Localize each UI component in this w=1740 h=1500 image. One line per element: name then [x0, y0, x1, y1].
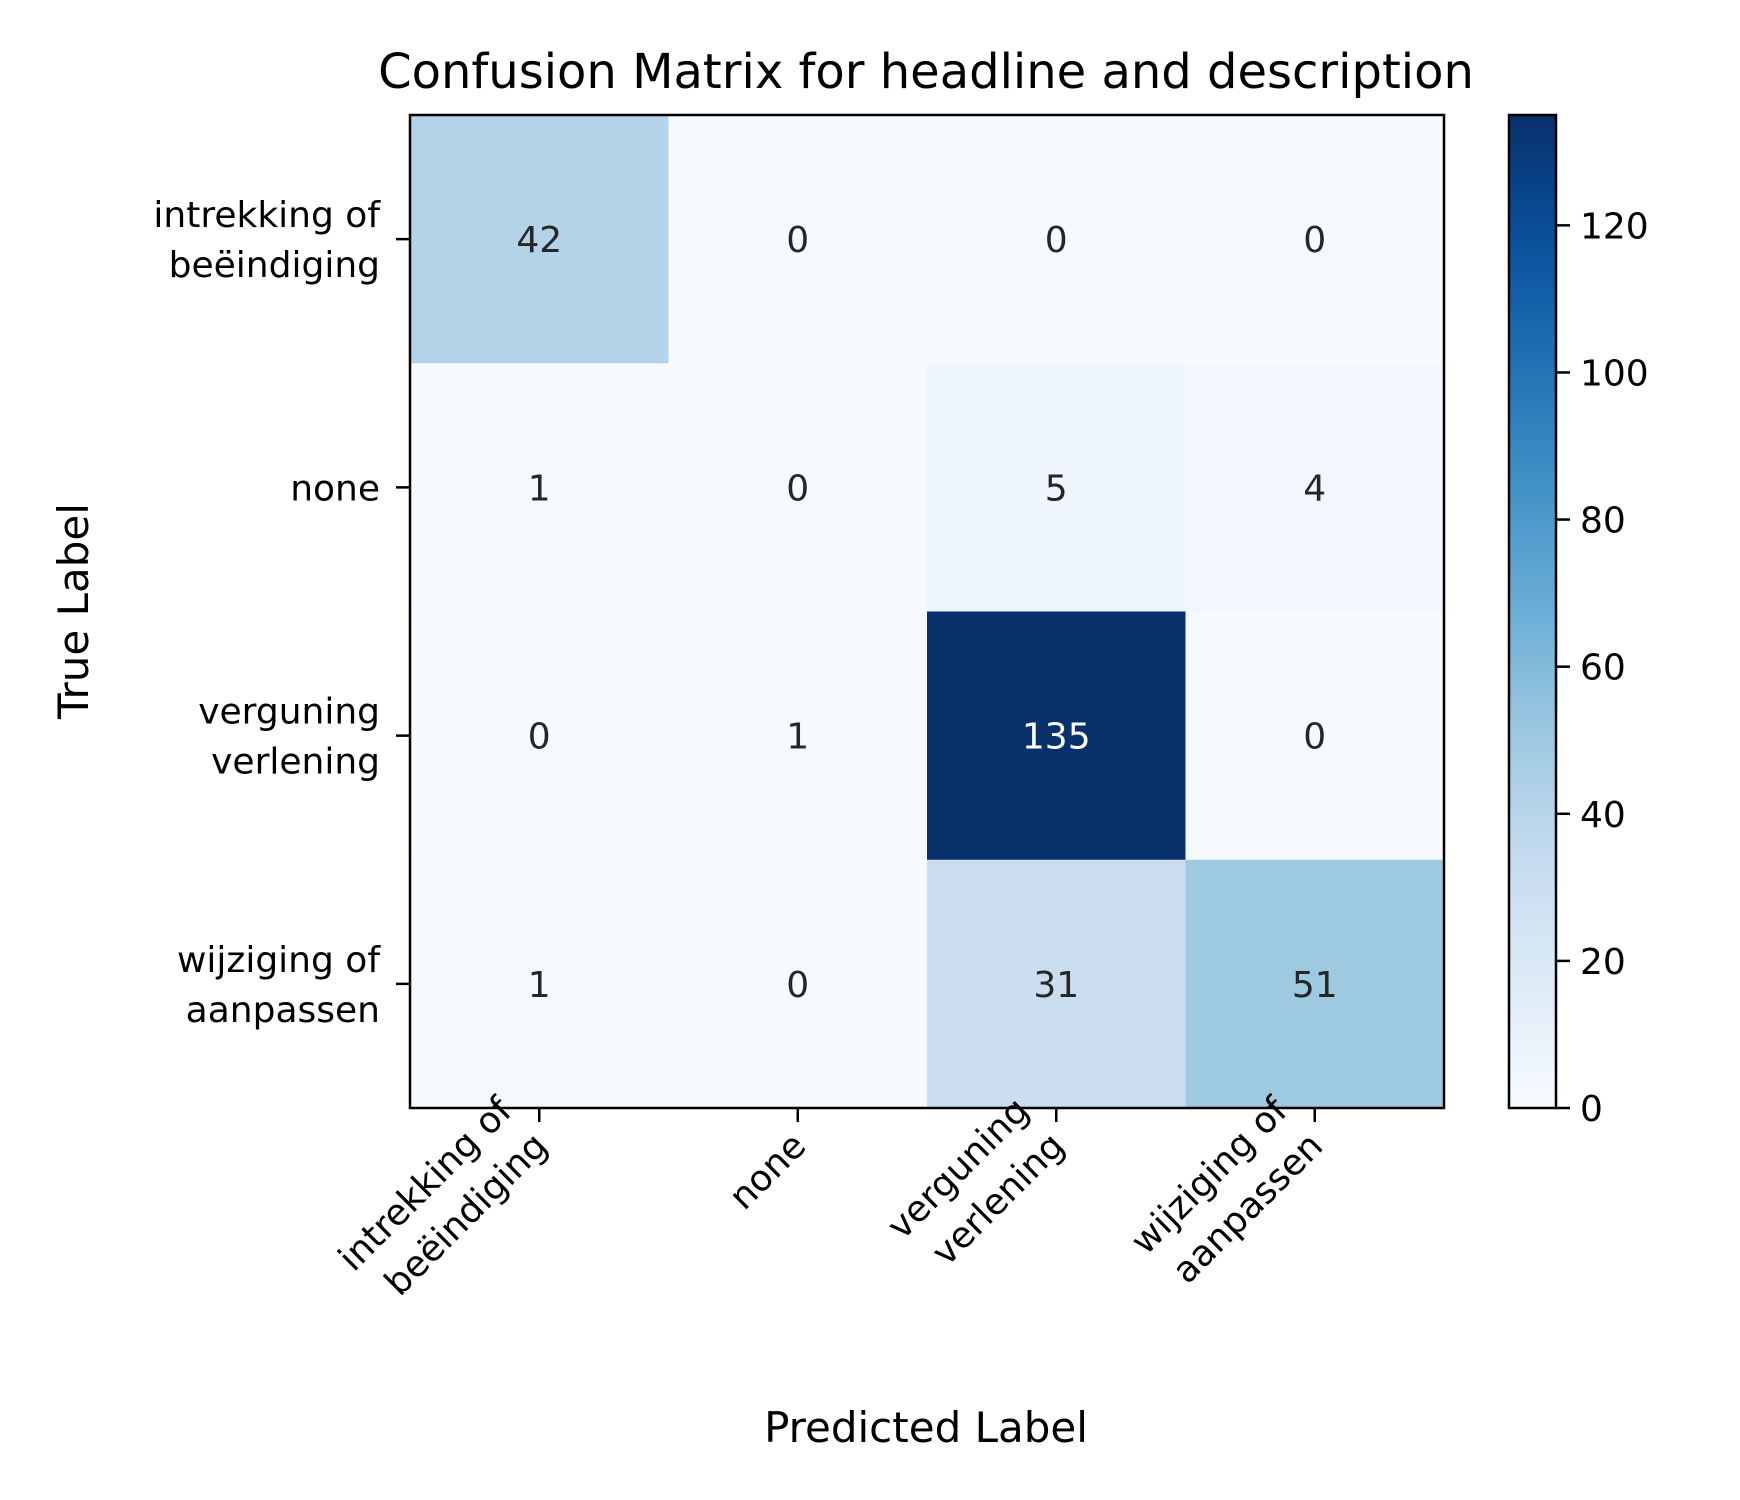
matrix-cell	[410, 611, 669, 861]
cell-value-label: 0	[528, 717, 551, 758]
cell-value-label: 0	[786, 965, 809, 1006]
matrix-cell	[668, 363, 928, 612]
matrix-cell	[410, 859, 669, 1109]
colorbar-tick-label: 60	[1580, 648, 1626, 689]
y-tick-label: wijziging of	[177, 940, 381, 981]
y-tick-label: verguning	[198, 692, 380, 733]
colorbar-tick-label: 80	[1580, 501, 1626, 542]
matrix-cell	[1185, 859, 1445, 1109]
y-axis-label: True Label	[49, 503, 98, 720]
colorbar-tick-label: 20	[1580, 942, 1626, 983]
matrix-cell	[668, 859, 928, 1109]
colorbar-tick-label: 100	[1580, 353, 1649, 394]
cell-value-label: 5	[1045, 468, 1068, 509]
chart-title: Confusion Matrix for headline and descri…	[378, 44, 1474, 100]
y-tick-label: beëindiging	[169, 245, 380, 286]
cell-value-label: 1	[528, 468, 551, 509]
cell-value-label: 42	[516, 220, 562, 261]
cell-value-label: 1	[786, 717, 809, 758]
x-tick-label: none	[722, 1125, 814, 1217]
colorbar-tick-label: 40	[1580, 795, 1626, 836]
matrix-cell	[668, 611, 928, 861]
cell-value-label: 0	[786, 468, 809, 509]
matrix-cell	[410, 115, 669, 364]
cell-value-label: 1	[528, 965, 551, 1006]
matrix-cell	[927, 611, 1186, 861]
y-tick-label: intrekking of	[153, 195, 381, 236]
cell-value-label: 0	[1303, 717, 1326, 758]
matrix-cell	[410, 363, 669, 612]
cell-value-label: 0	[786, 220, 809, 261]
matrix-cell	[1185, 611, 1445, 861]
matrix-cell-labels: 42 0 0 0 1 0 5 4 0 1 135 0 1 0 31 51	[516, 220, 1337, 1006]
colorbar-frame	[1507, 113, 1558, 1110]
cell-value-label: 51	[1292, 965, 1338, 1006]
colorbar-tick-label: 120	[1580, 206, 1649, 247]
cell-value-label: 31	[1033, 965, 1079, 1006]
x-axis-label: Predicted Label	[764, 1403, 1088, 1452]
colorbar-ticks: 0 20 40 60 80 100 120	[1556, 206, 1649, 1130]
cell-value-label: 0	[1303, 220, 1326, 261]
colorbar-tick-label: 0	[1580, 1089, 1603, 1130]
matrix-cell	[1185, 115, 1445, 364]
cell-value-label: 4	[1303, 468, 1326, 509]
matrix-cell	[927, 115, 1186, 364]
matrix-cell	[927, 363, 1186, 612]
cell-value-label: 0	[1045, 220, 1068, 261]
y-axis-ticks: intrekking of beëindiging none verguning ver…	[153, 195, 410, 1031]
y-tick-label: verlening	[211, 742, 380, 783]
matrix-cell	[927, 859, 1186, 1109]
cell-value-label: 135	[1022, 717, 1091, 758]
matrix-cell	[1185, 363, 1445, 612]
colorbar	[1509, 115, 1556, 1108]
matrix-cell	[668, 115, 928, 364]
y-tick-label: aanpassen	[186, 990, 380, 1031]
y-tick-label: none	[290, 468, 380, 509]
matrix-cells	[410, 115, 1445, 1109]
matrix-frame	[408, 113, 1446, 1110]
